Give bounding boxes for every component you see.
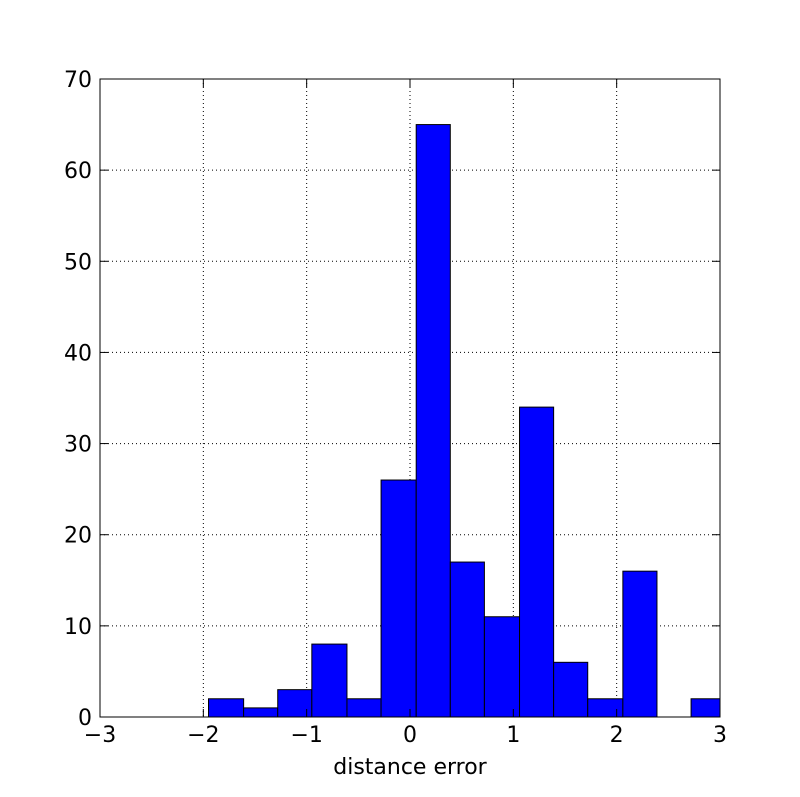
bars xyxy=(208,124,720,717)
x-tick-label: 1 xyxy=(506,723,520,748)
y-tick-label: 10 xyxy=(64,615,92,640)
bar xyxy=(587,698,624,717)
bar xyxy=(483,616,521,717)
y-tick-label: 50 xyxy=(64,250,92,275)
x-tick-label: −2 xyxy=(187,723,219,748)
ticks: 0 10 20 30 40 50 60 70 −3 −2 −1 0 1 2 3 xyxy=(64,68,727,748)
x-tick-label: −1 xyxy=(290,723,322,748)
y-tick-label: 30 xyxy=(64,433,92,458)
bar xyxy=(622,570,658,717)
bar xyxy=(380,479,417,717)
y-tick-label: 70 xyxy=(64,68,92,93)
x-tick-label: 3 xyxy=(713,723,727,748)
bar xyxy=(553,661,589,717)
y-tick-label: 20 xyxy=(64,524,92,549)
bar xyxy=(449,561,485,717)
bar xyxy=(311,643,348,717)
bar xyxy=(208,698,245,717)
y-tick-label: 0 xyxy=(78,706,92,731)
bar xyxy=(519,406,555,717)
bar xyxy=(346,698,382,717)
x-axis-label: distance error xyxy=(333,755,487,780)
x-tick-label: −3 xyxy=(84,723,116,748)
x-tick-label: 2 xyxy=(610,723,624,748)
y-tick-label: 60 xyxy=(64,159,92,184)
bar xyxy=(415,124,451,717)
y-tick-label: 40 xyxy=(64,341,92,366)
x-tick-label: 0 xyxy=(403,723,417,748)
bar xyxy=(243,707,279,717)
